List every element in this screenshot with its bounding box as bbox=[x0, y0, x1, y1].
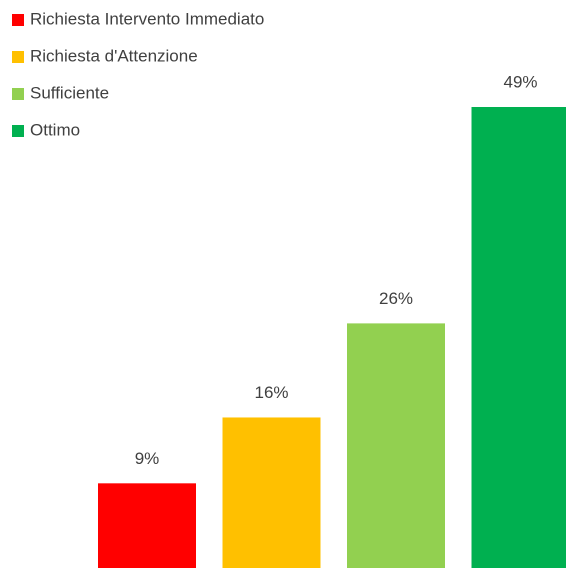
legend-label: Richiesta d'Attenzione bbox=[30, 46, 198, 65]
data-label: 9% bbox=[135, 449, 160, 468]
legend-swatch bbox=[12, 88, 24, 100]
data-label: 26% bbox=[379, 289, 413, 308]
legend-label: Ottimo bbox=[30, 120, 80, 139]
legend-swatch bbox=[12, 125, 24, 137]
legend-swatch bbox=[12, 14, 24, 26]
bar bbox=[471, 107, 566, 568]
bar bbox=[347, 323, 445, 568]
bar bbox=[98, 483, 196, 568]
legend-label: Sufficiente bbox=[30, 83, 109, 102]
bar bbox=[222, 417, 321, 568]
legend-label: Richiesta Intervento Immediato bbox=[30, 9, 264, 28]
legend-swatch bbox=[12, 51, 24, 63]
data-label: 16% bbox=[254, 383, 288, 402]
data-label: 49% bbox=[503, 72, 537, 91]
